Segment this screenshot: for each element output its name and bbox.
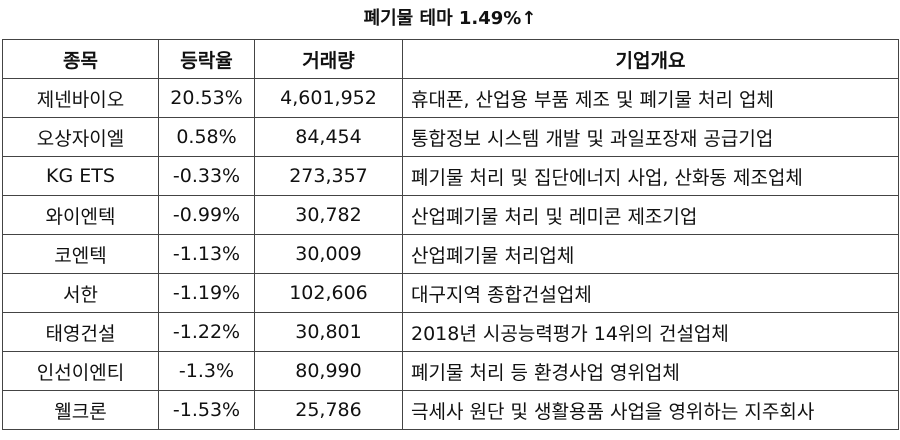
company-overview: 산업폐기물 처리업체 bbox=[402, 234, 899, 274]
table-row: 태영건설 -1.22% 30,801 2018년 시공능력평가 14위의 건설업… bbox=[2, 312, 899, 352]
company-overview: 대구지역 종합건설업체 bbox=[402, 273, 899, 313]
volume: 273,357 bbox=[254, 156, 403, 196]
change-rate: -0.99% bbox=[158, 195, 255, 235]
volume: 30,009 bbox=[254, 234, 403, 274]
table-row: 와이엔텍 -0.99% 30,782 산업폐기물 처리 및 레미콘 제조기업 bbox=[2, 195, 899, 235]
change-rate: -1.3% bbox=[158, 351, 255, 391]
stock-name: 와이엔텍 bbox=[2, 195, 159, 235]
change-rate: -1.22% bbox=[158, 312, 255, 352]
change-rate: -1.53% bbox=[158, 390, 255, 430]
table-row: 제넨바이오 20.53% 4,601,952 휴대폰, 산업용 부품 제조 및 … bbox=[2, 78, 899, 118]
company-overview: 극세사 원단 및 생활용품 사업을 영위하는 지주회사 bbox=[402, 390, 899, 430]
company-overview: 통합정보 시스템 개발 및 과일포장재 공급기업 bbox=[402, 117, 899, 157]
volume: 30,782 bbox=[254, 195, 403, 235]
company-overview: 폐기물 처리 및 집단에너지 사업, 산화동 제조업체 bbox=[402, 156, 899, 196]
table-row: KG ETS -0.33% 273,357 폐기물 처리 및 집단에너지 사업,… bbox=[2, 156, 899, 196]
table-row: 코엔텍 -1.13% 30,009 산업폐기물 처리업체 bbox=[2, 234, 899, 274]
company-overview: 휴대폰, 산업용 부품 제조 및 폐기물 처리 업체 bbox=[402, 78, 899, 118]
table-title: 폐기물 테마 1.49%↑ bbox=[363, 8, 537, 29]
stock-name: 제넨바이오 bbox=[2, 78, 159, 118]
header-change-rate: 등락율 bbox=[158, 39, 255, 79]
change-rate: 20.53% bbox=[158, 78, 255, 118]
header-row: 종목 등락율 거래량 기업개요 bbox=[2, 39, 899, 79]
header-stock-name: 종목 bbox=[2, 39, 159, 79]
change-rate: 0.58% bbox=[158, 117, 255, 157]
table-row: 웰크론 -1.53% 25,786 극세사 원단 및 생활용품 사업을 영위하는… bbox=[2, 390, 899, 430]
volume: 25,786 bbox=[254, 390, 403, 430]
header-company-overview: 기업개요 bbox=[402, 39, 899, 79]
change-rate: -1.19% bbox=[158, 273, 255, 313]
table-row: 인선이엔티 -1.3% 80,990 폐기물 처리 등 환경사업 영위업체 bbox=[2, 351, 899, 391]
company-overview: 폐기물 처리 등 환경사업 영위업체 bbox=[402, 351, 899, 391]
table-row: 서한 -1.19% 102,606 대구지역 종합건설업체 bbox=[2, 273, 899, 313]
change-rate: -1.13% bbox=[158, 234, 255, 274]
stock-name: KG ETS bbox=[2, 156, 159, 196]
volume: 80,990 bbox=[254, 351, 403, 391]
company-overview: 산업폐기물 처리 및 레미콘 제조기업 bbox=[402, 195, 899, 235]
stock-name: 웰크론 bbox=[2, 390, 159, 430]
volume: 84,454 bbox=[254, 117, 403, 157]
change-rate: -0.33% bbox=[158, 156, 255, 196]
stock-name: 태영건설 bbox=[2, 312, 159, 352]
volume: 30,801 bbox=[254, 312, 403, 352]
volume: 4,601,952 bbox=[254, 78, 403, 118]
volume: 102,606 bbox=[254, 273, 403, 313]
stock-name: 오상자이엘 bbox=[2, 117, 159, 157]
stock-name: 서한 bbox=[2, 273, 159, 313]
company-overview: 2018년 시공능력평가 14위의 건설업체 bbox=[402, 312, 899, 352]
table-row: 오상자이엘 0.58% 84,454 통합정보 시스템 개발 및 과일포장재 공… bbox=[2, 117, 899, 157]
header-volume: 거래량 bbox=[254, 39, 403, 79]
stock-name: 인선이엔티 bbox=[2, 351, 159, 391]
stock-theme-table: 종목 등락율 거래량 기업개요 제넨바이오 20.53% 4,601,952 휴… bbox=[2, 39, 899, 430]
stock-name: 코엔텍 bbox=[2, 234, 159, 274]
